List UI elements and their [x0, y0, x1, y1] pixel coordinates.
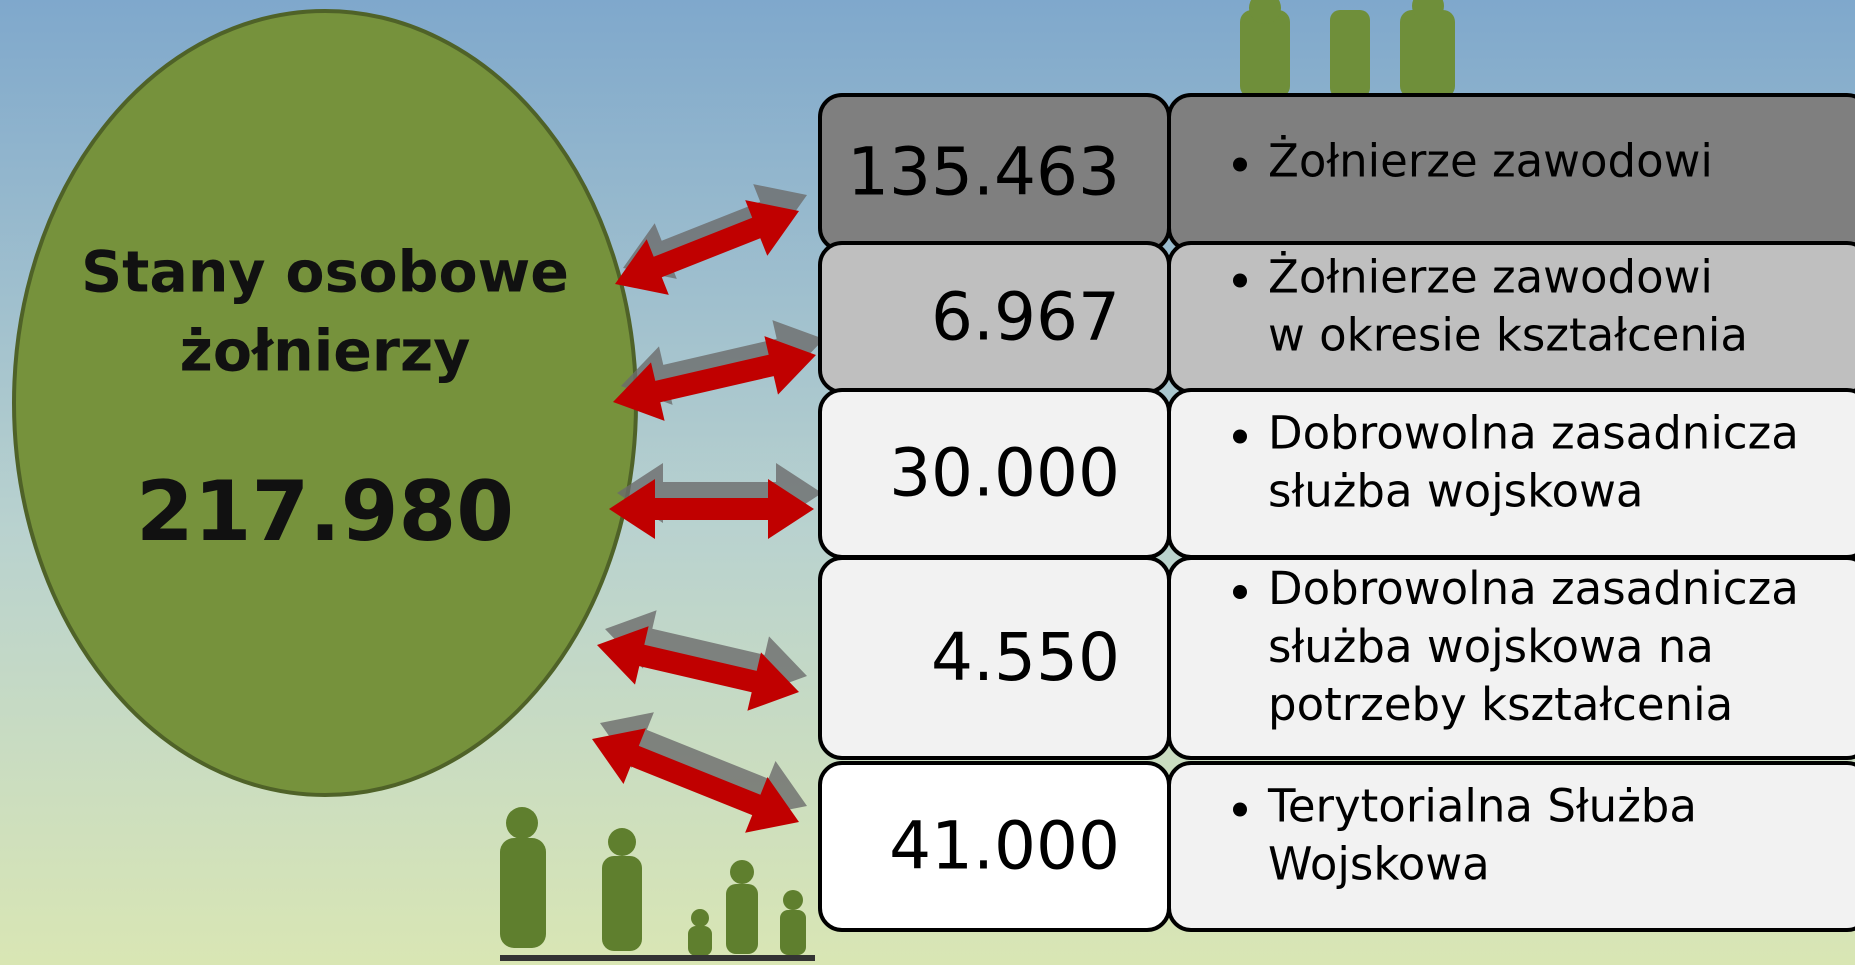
row-label: Wojskowa: [1268, 838, 1490, 891]
row-value: 41.000: [889, 808, 1120, 885]
row-label: Żołnierze zawodowi: [1268, 135, 1713, 188]
row-value: 135.463: [847, 134, 1120, 211]
row-label: Żołnierze zawodowi: [1268, 251, 1713, 304]
bullet: [1233, 274, 1247, 288]
bullet: [1233, 430, 1247, 444]
page: Stany osobowe żołnierzy 217.980 135.463 Ż…: [0, 0, 1855, 965]
bullet: [1233, 158, 1247, 172]
total-value: 217.980: [136, 463, 514, 560]
row-label: służba wojskowa: [1268, 465, 1643, 518]
row-label: Dobrowolna zasadnicza: [1268, 562, 1799, 615]
row-value: 6.967: [931, 279, 1120, 356]
row-label: Dobrowolna zasadnicza: [1268, 407, 1799, 460]
bullet: [1233, 803, 1247, 817]
title-line: Stany osobowe: [81, 240, 569, 306]
row-label: służba wojskowa na: [1268, 620, 1714, 673]
rows: 135.463 Żołnierze zawodowi 6.967 Żołnierze …: [820, 95, 1855, 930]
soldiers-top: [1240, 0, 1455, 98]
row-value: 4.550: [931, 619, 1120, 696]
row-label: w okresie kształcenia: [1268, 309, 1748, 362]
bullet: [1233, 585, 1247, 599]
row-label: potrzeby kształcenia: [1268, 678, 1733, 731]
row-label: Terytorialna Służba: [1267, 780, 1697, 833]
total-ellipse: [14, 11, 636, 795]
infographic: Stany osobowe żołnierzy 217.980 135.463 Ż…: [0, 0, 1855, 965]
title-line: żołnierzy: [180, 319, 471, 385]
row-value: 30.000: [889, 435, 1120, 512]
